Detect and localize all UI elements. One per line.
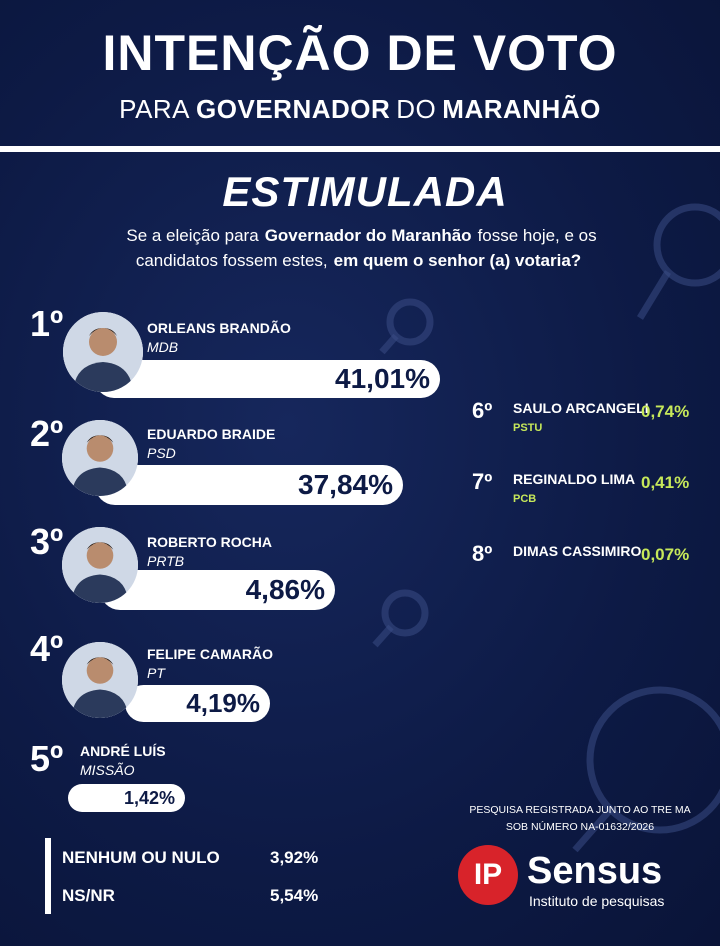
subtitle: PARA GOVERNADOR DO MARANHÃO [0,94,720,125]
note-line: SOB NÚMERO NA-01632/2026 [505,821,655,833]
summary-result: 3,92% [270,848,319,867]
candidate-name: FELIPE CAMARÃO [147,646,273,662]
summary-label: NENHUM OU NULO [62,848,220,867]
logo-name: Sensus [527,850,663,892]
candidate-party: PSTU [513,422,543,434]
summary-label: NS/NR [62,886,115,905]
result: 41,01% [335,363,430,394]
bar [125,685,270,722]
title: INTENÇÃO DE VOTO [102,25,618,81]
rank: 5º [30,738,64,779]
candidate-party: PSD [147,445,176,461]
text-segment: GOVERNADOR [196,94,391,124]
candidate-name: ROBERTO ROCHA [147,534,272,550]
photo [62,527,138,603]
bar [100,570,335,610]
candidate-party: PCB [513,493,537,505]
text-segment: fosse hoje, e os candidatos fossem estes… [135,226,597,270]
candidate-name: EDUARDO BRAIDE [147,426,276,442]
rank: 8º [472,541,493,566]
candidate-name: REGINALDO LIMA [513,471,636,487]
candidate-name: ORLEANS BRANDÃO [147,320,291,336]
result: 4,86% [245,574,325,605]
candidate-party: PRTB [147,553,185,569]
photo [62,420,138,496]
bar [68,784,185,812]
rank: 7º [472,469,493,494]
photo [62,642,138,718]
candidate-party: PT [147,665,165,681]
logo-tagline: Instituto de pesquisas [529,893,665,909]
rank: 3º [30,521,64,562]
candidate-party: MISSÃO [80,762,135,778]
bar [95,465,403,505]
divider [0,146,720,152]
note-line: PESQUISA REGISTRADA JUNTO AO TRE MA [469,804,691,816]
result: 0,41% [641,473,690,492]
rank: 4º [30,628,64,669]
result: 0,07% [641,545,690,564]
text-segment: MARANHÃO [442,94,601,124]
text-segment: Se a eleição para [126,226,259,245]
candidate-name: DIMAS CASSIMIRO [513,543,642,559]
rank: 2º [30,413,64,454]
summary-rule [45,838,51,914]
text-segment: DO [396,94,437,124]
question: Se a eleição para Governador do Maranhão f… [90,223,630,273]
result: 0,74% [641,402,690,421]
text-segment: em quem o senhor (a) votaria? [333,251,582,270]
result: 37,84% [298,469,393,500]
bar [95,360,440,398]
candidate-name: SAULO ARCANGELI [513,400,649,416]
candidate-party: MDB [147,339,179,355]
text-segment: Governador do Maranhão [264,226,472,245]
result: 1,42% [123,788,175,808]
section-title: ESTIMULADA [222,168,508,215]
rank: 1º [30,303,64,344]
photo [63,312,143,392]
text-segment: PARA [119,94,191,124]
summary-result: 5,54% [270,886,319,905]
rank: 6º [472,398,493,423]
candidate-name: ANDRÉ LUÍS [80,743,166,759]
logo-mark: IP [458,845,518,905]
result: 4,19% [186,688,260,718]
